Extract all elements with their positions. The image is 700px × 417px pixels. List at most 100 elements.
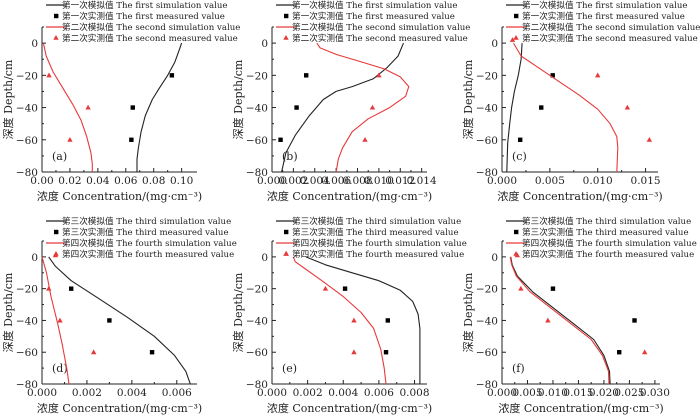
measured-point-triangle xyxy=(46,72,52,78)
x-tick-label: 0.02 xyxy=(58,175,81,187)
measured-point-square xyxy=(304,73,309,78)
legend-square-symbol xyxy=(514,13,519,19)
measured-point-square xyxy=(107,318,112,323)
y-tick-label: −40 xyxy=(476,315,498,327)
measured-point-triangle xyxy=(85,104,91,110)
measured-point-triangle xyxy=(518,285,524,291)
legend-label: 第三次实测值 The third measured value xyxy=(522,226,689,238)
y-tick-label: −20 xyxy=(476,284,498,296)
measured-point-square xyxy=(550,73,555,78)
chart-panel-a: 0.00 0.02 0.04 0.06 0.08 0.10 0 −20 −40 −60 −80 浓度 … xyxy=(1,0,240,203)
legend-label: 第四次模拟值 The fourth simulation value xyxy=(522,237,697,249)
measured-point-square xyxy=(69,286,74,291)
y-tick-label: 0 xyxy=(31,38,38,50)
y-tick-label: 0 xyxy=(261,38,268,50)
x-tick-label: 0.08 xyxy=(142,175,165,187)
y-tick-label: −20 xyxy=(16,70,38,82)
measured-point-square xyxy=(517,137,523,142)
chart-panel-c: 0.000 0.005 0.010 0.015 0 −20 −40 −60 −80 浓度 Conc… xyxy=(461,0,700,203)
x-tick-label: 0.10 xyxy=(170,175,193,187)
measured-point-triangle xyxy=(509,37,516,42)
y-tick-label: −40 xyxy=(246,315,268,327)
panel-label: (f) xyxy=(512,362,525,375)
x-tick-label: 0.008 xyxy=(399,387,429,399)
x-tick-label: 0.010 xyxy=(364,175,394,187)
legend-square-symbol xyxy=(514,229,519,235)
legend-square-symbol xyxy=(284,13,289,19)
y-tick-label: −40 xyxy=(476,103,498,115)
x-tick-label: 0.04 xyxy=(86,175,110,187)
y-tick-label: −60 xyxy=(246,135,268,147)
legend-square-symbol xyxy=(54,229,59,235)
x-tick-label: 0.00 xyxy=(30,175,53,187)
measured-point-square xyxy=(617,350,622,355)
x-tick-label: 0.010 xyxy=(583,175,613,187)
legend-label: 第四次模拟值 The fourth simulation value xyxy=(62,237,237,249)
y-tick-label: −80 xyxy=(16,167,38,179)
legend-label: 第二次实测值 The second measured value xyxy=(62,32,238,44)
measured-point-triangle xyxy=(57,317,63,323)
legend-square-symbol xyxy=(54,13,59,19)
y-axis-label: 深度 Depth/cm xyxy=(1,272,15,352)
legend-label: 第三次模拟值 The third simulation value xyxy=(292,215,461,227)
x-tick-label: 0.000 xyxy=(257,175,287,187)
x-tick-label: 0.025 xyxy=(614,387,644,399)
measured-point-triangle xyxy=(362,136,368,142)
x-tick-label: 0.006 xyxy=(162,387,192,399)
measured-point-square xyxy=(294,105,299,110)
legend-label: 第四次实测值 The fourth measured value xyxy=(62,248,234,260)
x-tick-label: 0.000 xyxy=(27,387,57,399)
legend-label: 第四次模拟值 The fourth simulation value xyxy=(292,237,467,249)
legend-label: 第三次模拟值 The third simulation value xyxy=(62,215,231,227)
measured-point-square xyxy=(385,318,391,323)
legend-label: 第三次实测值 The third measured value xyxy=(292,226,459,238)
y-tick-label: −80 xyxy=(476,167,498,179)
series-line-first xyxy=(48,256,191,385)
series-line-first xyxy=(305,256,421,384)
measured-point-triangle xyxy=(376,72,382,78)
legend-label: 第二次模拟值 The second simulation value xyxy=(292,21,470,33)
x-tick-label: 0.020 xyxy=(589,387,619,399)
x-tick-label: 0.014 xyxy=(407,175,437,187)
measured-point-triangle xyxy=(67,136,73,142)
y-tick-label: −80 xyxy=(476,379,498,391)
y-axis-label: 深度 Depth/cm xyxy=(461,59,475,139)
series-line-second xyxy=(509,256,610,385)
panel-label: (e) xyxy=(282,362,297,375)
y-tick-label: −20 xyxy=(246,284,268,296)
x-axis-label: 浓度 Concentration/(mg·cm⁻³) xyxy=(37,401,202,415)
legend-label: 第一次模拟值 The first simulation value xyxy=(522,0,688,11)
series-line-first xyxy=(281,42,405,173)
measured-point-triangle xyxy=(642,349,648,355)
y-tick-label: −20 xyxy=(246,70,268,82)
measured-point-square xyxy=(383,350,389,355)
x-tick-label: 0.004 xyxy=(117,387,147,399)
legend-label: 第三次实测值 The third measured value xyxy=(62,226,229,238)
y-axis-label: 深度 Depth/cm xyxy=(1,59,15,139)
x-tick-label: 0.002 xyxy=(293,387,323,399)
x-tick-label: 0.006 xyxy=(364,387,394,399)
y-tick-label: −40 xyxy=(16,103,38,115)
x-axis-label: 浓度 Concentration/(mg·cm⁻³) xyxy=(498,401,663,415)
x-tick-label: 0.002 xyxy=(278,175,308,187)
y-tick-label: 0 xyxy=(261,252,268,264)
y-tick-label: −60 xyxy=(246,347,268,359)
y-axis-label: 深度 Depth/cm xyxy=(461,272,475,352)
legend-label: 第三次模拟值 The third simulation value xyxy=(522,215,691,227)
y-tick-label: −80 xyxy=(246,379,268,391)
x-axis-label: 浓度 Concentration/(mg·cm⁻³) xyxy=(267,401,432,415)
measured-point-triangle xyxy=(46,285,52,291)
x-tick-label: 0.008 xyxy=(342,175,372,187)
y-tick-label: −60 xyxy=(476,347,498,359)
x-tick-label: 0.005 xyxy=(512,387,542,399)
measured-point-triangle xyxy=(595,72,601,78)
series-line-second xyxy=(513,42,619,173)
legend-label: 第一次实测值 The first measured value xyxy=(522,10,685,22)
panel-label: (a) xyxy=(52,150,67,163)
x-axis-label: 浓度 Concentration/(mg·cm⁻³) xyxy=(497,189,662,203)
series-line-second xyxy=(316,42,410,173)
chart-panel-e: 0.000 0.002 0.004 0.006 0.008 0 −20 −40 −60 −80 浓度… xyxy=(231,215,467,415)
y-tick-label: −60 xyxy=(16,347,38,359)
legend-triangle-symbol xyxy=(53,251,59,256)
measured-point-triangle xyxy=(646,136,653,142)
